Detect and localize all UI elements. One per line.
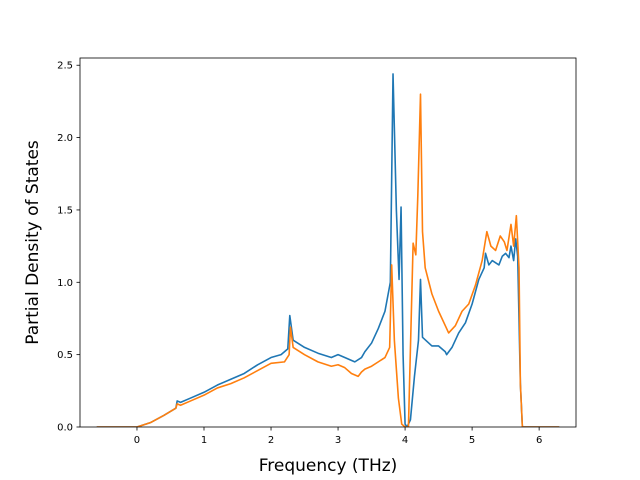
series-line-1 <box>96 73 560 427</box>
y-tick-label: 2.5 <box>57 61 73 72</box>
series-line-2 <box>96 93 560 427</box>
x-tick-label: 5 <box>469 435 475 446</box>
x-tick-label: 4 <box>402 435 408 446</box>
y-tick-label: 1.5 <box>57 205 73 216</box>
plot-frame <box>79 57 577 428</box>
series-layer <box>96 73 560 427</box>
x-tick-label: 3 <box>335 435 341 446</box>
x-tick-label: 1 <box>201 435 207 446</box>
x-tick-label: 6 <box>536 435 542 446</box>
y-axis-label: Partial Density of States <box>23 140 43 345</box>
y-tick-label: 2.0 <box>57 133 73 144</box>
y-tick-label: 0.5 <box>57 350 73 361</box>
x-axis-ticks: 0 1 2 3 4 5 6 <box>134 427 542 446</box>
x-tick-label: 2 <box>268 435 274 446</box>
y-tick-label: 1.0 <box>57 278 73 289</box>
x-tick-label: 0 <box>134 435 140 446</box>
y-tick-label: 0.0 <box>57 423 73 434</box>
x-axis-label: Frequency (THz) <box>259 456 398 476</box>
y-axis-ticks: 0.0 0.5 1.0 1.5 2.0 2.5 <box>57 61 80 434</box>
